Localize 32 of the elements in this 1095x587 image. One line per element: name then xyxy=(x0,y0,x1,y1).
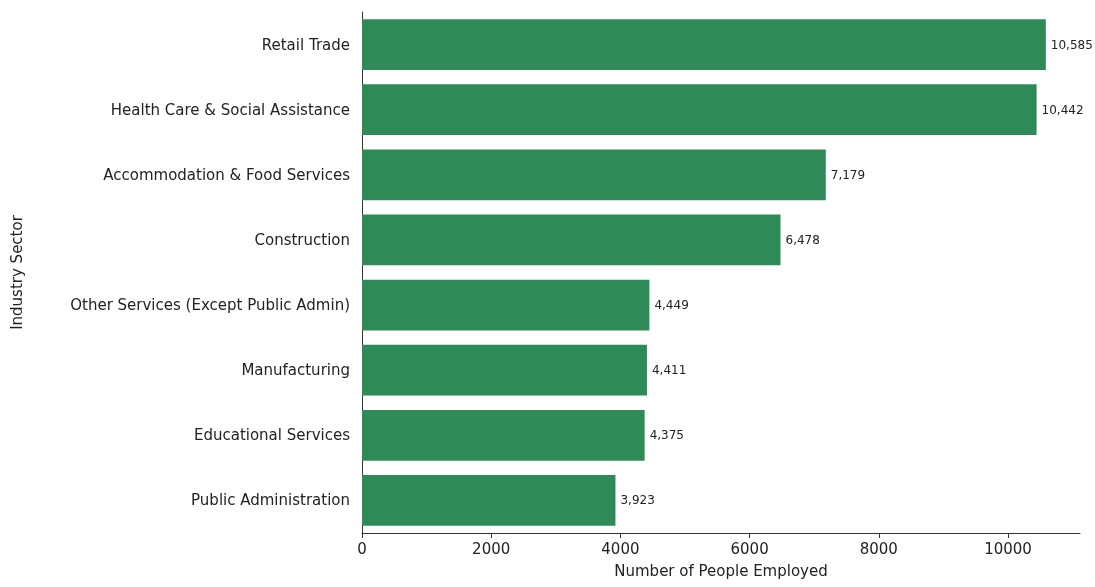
bar xyxy=(362,214,781,266)
bar xyxy=(362,84,1037,136)
x-axis-title: Number of People Employed xyxy=(614,561,828,580)
y-tick-label: Retail Trade xyxy=(261,35,350,54)
y-tick-label: Other Services (Except Public Admin) xyxy=(70,296,350,315)
x-tick-label: 2000 xyxy=(472,539,511,558)
data-label: 10,585 xyxy=(1050,37,1093,52)
y-axis-title: Industry Sector xyxy=(7,214,26,330)
x-tick-label: 4000 xyxy=(601,539,640,558)
bar xyxy=(362,475,616,526)
bar xyxy=(362,279,650,331)
data-label: 3,923 xyxy=(620,493,655,508)
data-label: 4,449 xyxy=(654,298,689,313)
data-label: 7,179 xyxy=(830,167,866,182)
y-tick-label: Public Administration xyxy=(191,491,350,510)
data-label: 10,442 xyxy=(1041,102,1084,117)
y-tick-label: Educational Services xyxy=(193,426,351,445)
x-tick-label: 6000 xyxy=(730,539,769,558)
bar xyxy=(362,19,1046,70)
data-label: 6,478 xyxy=(785,232,820,247)
y-tick-label: Accommodation & Food Services xyxy=(103,165,351,184)
bar xyxy=(362,149,826,201)
data-label: 4,411 xyxy=(651,363,687,378)
bar xyxy=(362,344,647,396)
y-tick-label: Manufacturing xyxy=(241,361,350,380)
x-tick-label: 10000 xyxy=(984,539,1032,558)
y-tick-label: Construction xyxy=(254,230,350,249)
y-tick-label: Health Care & Social Assistance xyxy=(110,100,350,119)
x-tick-label: 8000 xyxy=(859,539,898,558)
bar xyxy=(362,409,645,461)
data-label: 4,375 xyxy=(649,428,684,443)
x-tick-label: 0 xyxy=(357,539,367,558)
